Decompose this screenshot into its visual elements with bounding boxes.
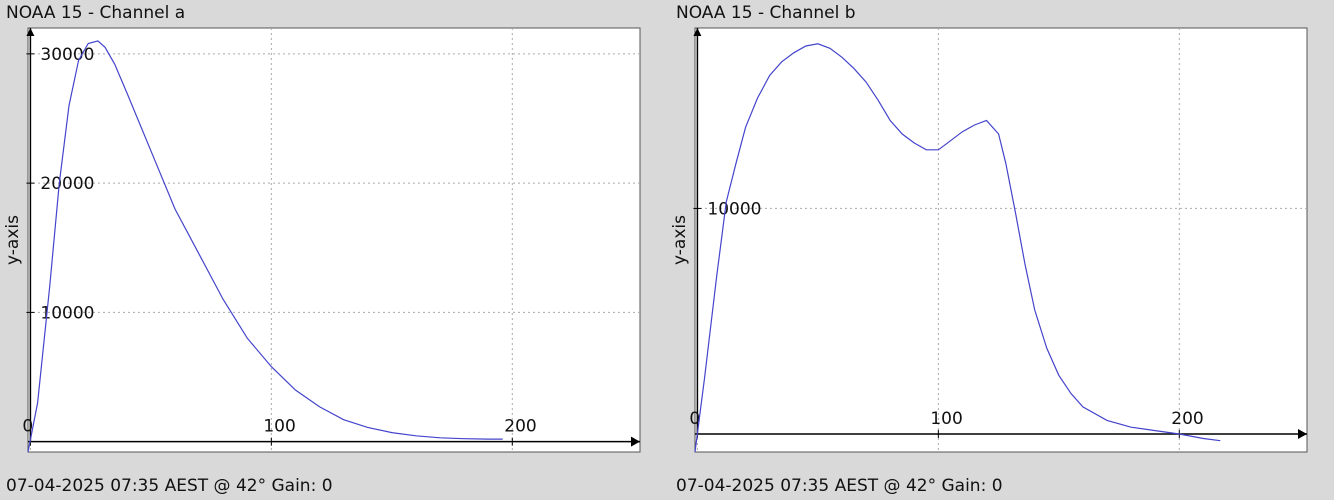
chart-footer-b: 07-04-2025 07:35 AEST @ 42° Gain: 0 xyxy=(676,476,1003,496)
plot-area-a xyxy=(27,27,641,453)
x-tick-label-a: 0 xyxy=(22,417,33,437)
y-axis-label-b: y-axis xyxy=(670,215,690,265)
y-tick-label-a: 30000 xyxy=(40,45,94,65)
chart-svg-a: 0 100 200 10000 20000 30000 y-axis xyxy=(3,27,641,453)
y-tick-label-a: 20000 xyxy=(40,174,94,194)
x-tick-label-b: 0 xyxy=(689,409,700,429)
chart-title-a: NOAA 15 - Channel a xyxy=(6,3,186,23)
series-line-b-0 xyxy=(694,43,1221,453)
x-tick-label-b: 200 xyxy=(1171,409,1203,429)
y-axis-arrow-a xyxy=(26,28,35,36)
series-line-a-0 xyxy=(27,40,503,453)
chart-footer-a: 07-04-2025 07:35 AEST @ 42° Gain: 0 xyxy=(6,476,333,496)
y-axis-label-a: y-axis xyxy=(3,215,23,265)
chart-panel-b: NOAA 15 - Channel b 0 100 200 10000 y-axis 0… xyxy=(667,0,1334,500)
x-axis-arrow-a xyxy=(631,436,640,447)
y-axis-arrow-b xyxy=(693,28,702,36)
x-axis-arrow-b xyxy=(1298,428,1307,439)
chart-svg-b: 0 100 200 10000 y-axis xyxy=(670,27,1308,453)
x-tick-label-a: 100 xyxy=(263,417,295,437)
x-tick-label-a: 200 xyxy=(504,417,536,437)
y-tick-label-b: 10000 xyxy=(707,199,761,219)
chart-panel-a: NOAA 15 - Channel a 0 100 200 10000 20000 300… xyxy=(3,3,641,496)
chart-title-b: NOAA 15 - Channel b xyxy=(676,3,856,23)
y-tick-label-a: 10000 xyxy=(40,303,94,323)
plot-area-b xyxy=(694,27,1308,453)
x-tick-label-b: 100 xyxy=(930,409,962,429)
